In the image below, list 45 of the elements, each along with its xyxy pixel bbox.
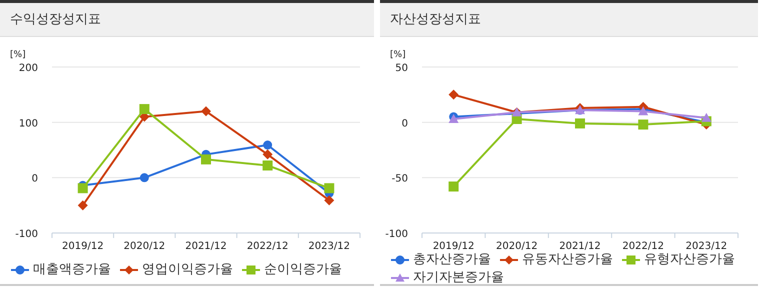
legend-label: 유형자산증가율 — [644, 251, 735, 269]
point — [324, 183, 334, 194]
y-axis-title: [%] — [390, 50, 406, 60]
legend-label: 자기자본증가율 — [413, 269, 504, 287]
x-tick-label: 2022/12 — [246, 241, 288, 252]
point — [262, 160, 273, 170]
legend-label: 순이익증가율 — [264, 261, 342, 279]
y-tick-label: 0 — [32, 174, 38, 185]
legend-label: 총자산증가율 — [413, 251, 491, 269]
legend-label: 유동자산증가율 — [522, 251, 613, 269]
point — [140, 173, 149, 182]
point — [139, 104, 150, 114]
x-tick-label: 2023/12 — [308, 241, 350, 252]
chart-title: 자산성장성지표 — [380, 3, 758, 37]
point — [201, 106, 211, 116]
y-tick-label: 200 — [18, 63, 38, 74]
x-tick-label: 2023/12 — [686, 241, 728, 252]
y-tick-label: 0 — [402, 118, 408, 130]
y-tick-label: 100 — [18, 118, 38, 130]
x-tick-label: 2021/12 — [185, 241, 227, 252]
point — [701, 112, 712, 122]
chart-title: 수익성장성지표 — [0, 3, 374, 37]
y-tick-label: -100 — [385, 229, 408, 240]
point — [448, 90, 459, 100]
x-tick-label: 2019/12 — [432, 241, 474, 252]
legend-label: 매출액증가율 — [33, 261, 111, 279]
x-tick-label: 2022/12 — [622, 241, 664, 252]
x-tick-label: 2020/12 — [496, 241, 538, 252]
point — [638, 120, 648, 130]
y-tick-label: 50 — [395, 63, 408, 74]
y-axis-title: [%] — [10, 50, 26, 60]
y-tick-label: -100 — [15, 229, 38, 240]
point — [324, 195, 334, 206]
point — [201, 154, 211, 164]
x-tick-label: 2021/12 — [559, 241, 601, 252]
point — [78, 183, 88, 194]
point — [575, 118, 585, 128]
point — [262, 149, 273, 160]
x-tick-label: 2019/12 — [62, 241, 104, 252]
legend-label: 영업이익증가율 — [142, 261, 233, 279]
point — [263, 140, 272, 150]
point — [78, 200, 88, 210]
point — [448, 182, 459, 192]
y-tick-label: -50 — [392, 174, 408, 185]
x-tick-label: 2020/12 — [124, 241, 166, 252]
